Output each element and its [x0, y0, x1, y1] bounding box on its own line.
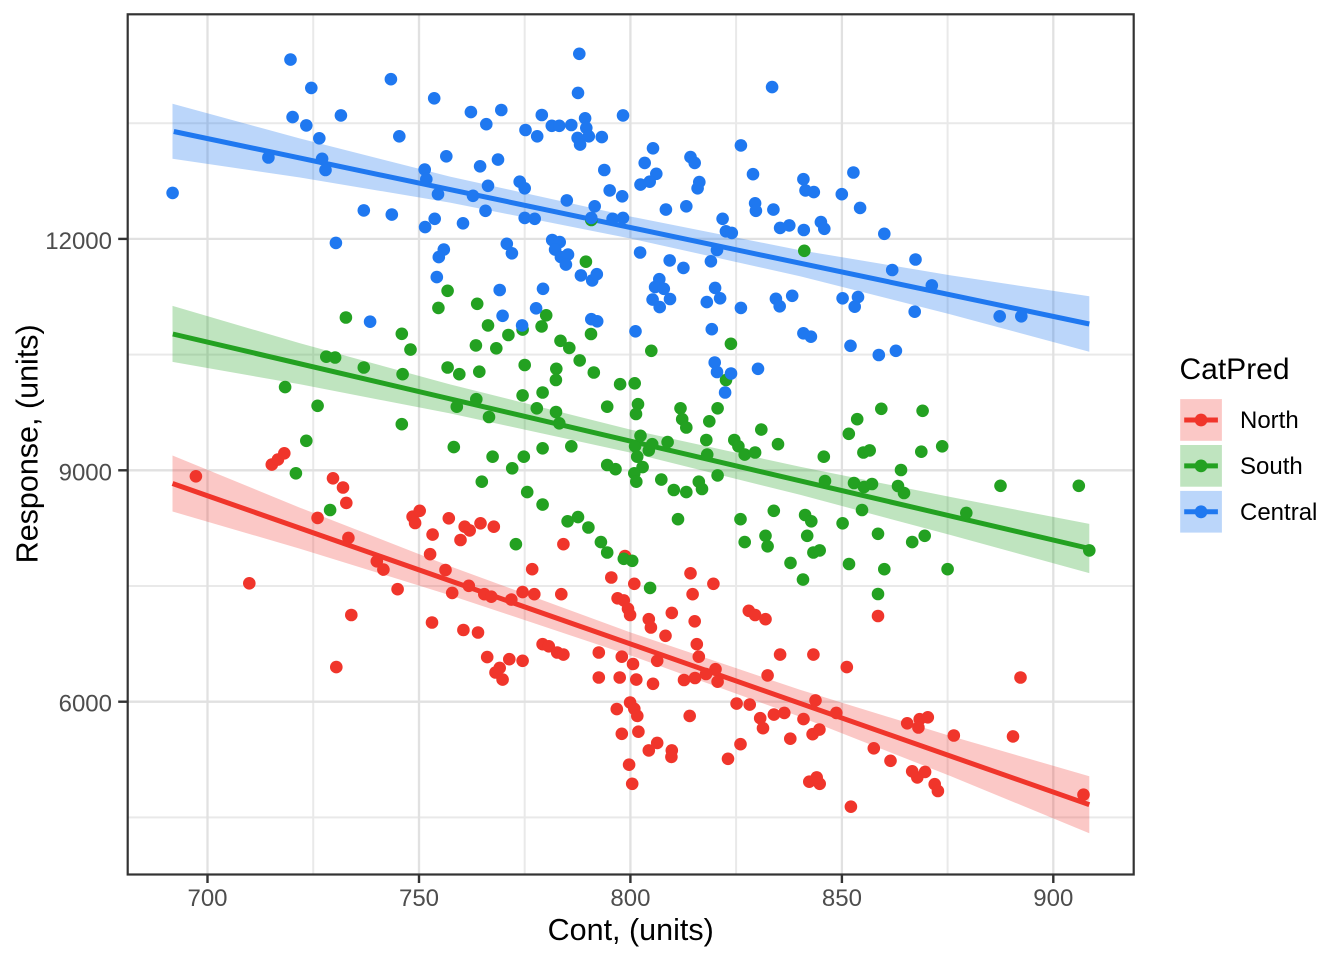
svg-text:9000: 9000: [59, 459, 112, 486]
svg-text:North: North: [1240, 407, 1299, 434]
svg-text:850: 850: [822, 885, 862, 912]
svg-text:Response, (units): Response, (units): [11, 324, 45, 563]
svg-text:CatPred: CatPred: [1180, 353, 1290, 386]
svg-text:12000: 12000: [45, 228, 112, 255]
svg-text:700: 700: [187, 885, 227, 912]
svg-text:South: South: [1240, 453, 1303, 480]
svg-text:Central: Central: [1240, 499, 1317, 526]
svg-text:900: 900: [1033, 885, 1073, 912]
svg-text:Cont, (units): Cont, (units): [548, 913, 714, 947]
svg-text:750: 750: [399, 885, 439, 912]
svg-text:800: 800: [610, 885, 650, 912]
svg-text:6000: 6000: [59, 691, 112, 718]
